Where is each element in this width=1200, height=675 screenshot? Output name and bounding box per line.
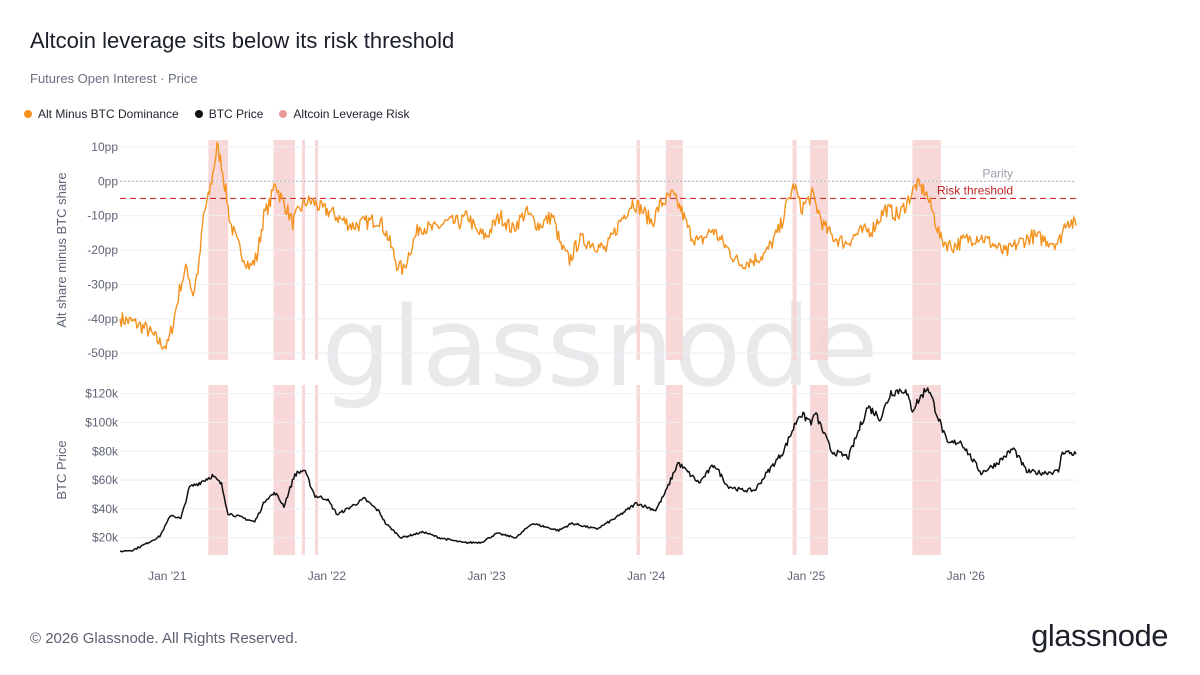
- y-tick-label: $80k: [92, 444, 119, 458]
- legend-item-leverage-risk[interactable]: Altcoin Leverage Risk: [279, 107, 409, 121]
- chart-subtitle: Futures Open Interest · Price: [30, 71, 198, 86]
- x-tick-label: Jan '22: [308, 569, 347, 583]
- risk-band: [636, 385, 640, 555]
- y-tick-label: -30pp: [87, 277, 118, 291]
- chart-title: Altcoin leverage sits below its risk thr…: [30, 28, 455, 53]
- y-tick-label: $40k: [92, 502, 119, 516]
- y-tick-label: $100k: [85, 415, 119, 429]
- risk-band: [273, 385, 295, 555]
- legend-item-btc-price[interactable]: BTC Price: [194, 107, 264, 121]
- x-tick-label: Jan '21: [148, 569, 187, 583]
- y-tick-label: -10pp: [87, 209, 118, 223]
- legend-swatch-black: [194, 110, 203, 118]
- legend-label: BTC Price: [208, 107, 264, 121]
- x-tick-label: Jan '23: [467, 569, 506, 583]
- btc-price-line[interactable]: [119, 387, 1077, 553]
- y-axis-title: BTC Price: [54, 440, 69, 499]
- risk-band: [792, 385, 797, 555]
- risk-band: [665, 385, 683, 555]
- y-tick-label: -50pp: [87, 346, 118, 360]
- x-tick-label: Jan '26: [947, 569, 986, 583]
- risk-threshold-label: Risk threshold: [937, 183, 1013, 197]
- y-tick-label: $120k: [85, 387, 119, 401]
- y-tick-label: 0pp: [98, 174, 118, 188]
- risk-band: [208, 385, 229, 555]
- x-tick-label: Jan '25: [787, 569, 826, 583]
- alt-dominance-line[interactable]: [119, 141, 1077, 350]
- legend: Alt Minus BTC Dominance BTC Price Altcoi…: [24, 107, 409, 121]
- brand-logo[interactable]: glassnode: [1031, 618, 1168, 653]
- legend-item-alt-minus-btc[interactable]: Alt Minus BTC Dominance: [24, 107, 179, 121]
- y-tick-label: $60k: [92, 473, 119, 487]
- y-axis-title: Alt share minus BTC share: [54, 172, 69, 327]
- y-tick-label: 10pp: [91, 140, 118, 154]
- legend-swatch-pink: [279, 110, 288, 118]
- legend-swatch-orange: [24, 110, 32, 118]
- y-tick-label: -20pp: [87, 243, 118, 257]
- chart-canvas: glassnode Parity Risk threshold 10pp 0pp -1…: [54, 140, 1077, 583]
- risk-band: [315, 385, 319, 555]
- y-tick-label: $20k: [92, 531, 119, 545]
- parity-label: Parity: [982, 166, 1013, 180]
- x-tick-label: Jan '24: [627, 569, 666, 583]
- watermark: glassnode: [322, 283, 879, 411]
- legend-label: Altcoin Leverage Risk: [293, 107, 410, 121]
- y-tick-label: -40pp: [87, 312, 118, 326]
- legend-label: Alt Minus BTC Dominance: [38, 107, 179, 121]
- footer-copyright: © 2026 Glassnode. All Rights Reserved.: [30, 630, 298, 647]
- risk-band: [810, 385, 829, 555]
- risk-band: [912, 385, 941, 555]
